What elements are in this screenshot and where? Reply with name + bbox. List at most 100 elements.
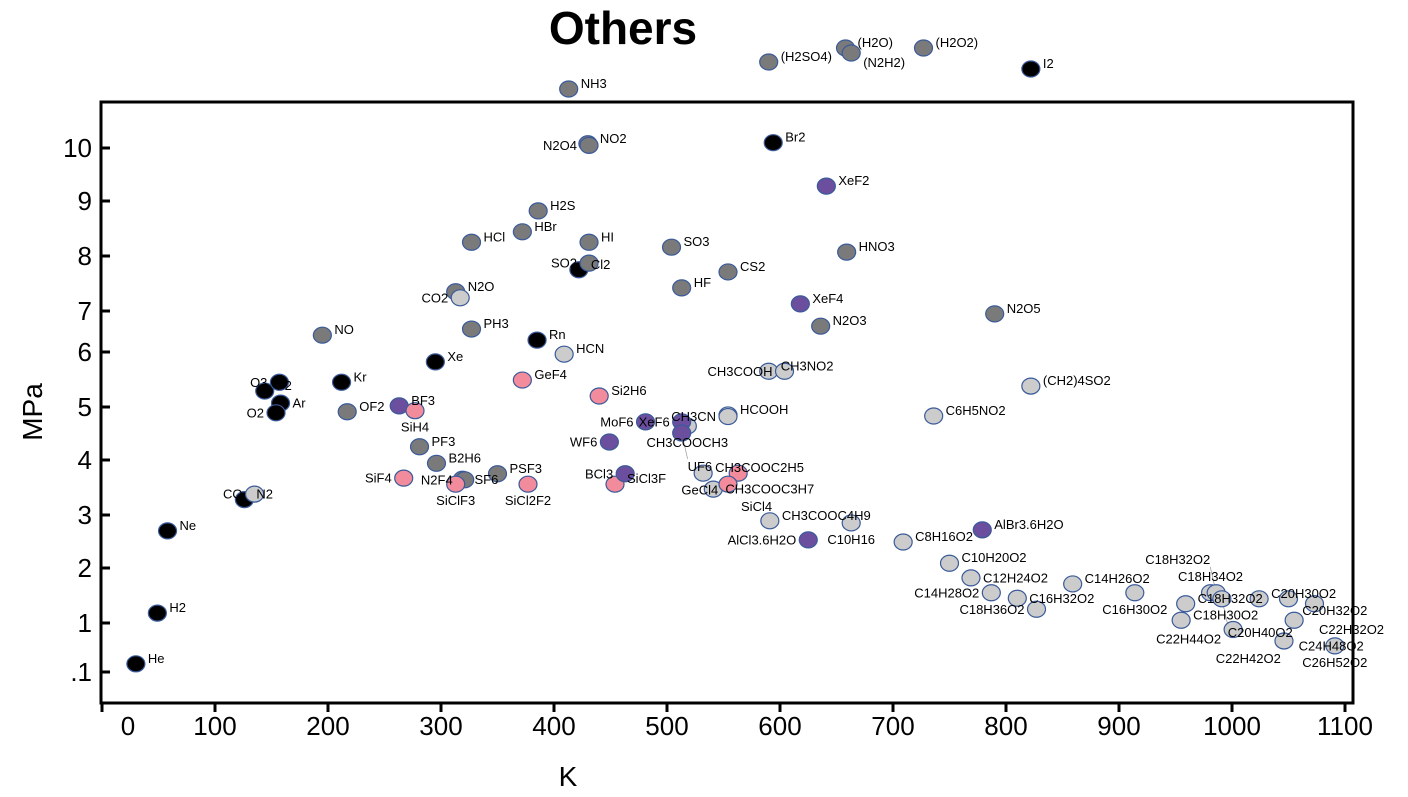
data-point — [331, 373, 352, 391]
point-label: C18H34O2 — [1178, 569, 1243, 584]
x-tick-label: 600 — [758, 711, 801, 741]
data-point — [269, 373, 290, 391]
x-tick-label: 1100 — [1317, 711, 1373, 741]
point-label: BF3 — [411, 393, 435, 408]
point-label: H2S — [550, 198, 576, 213]
data-point — [579, 136, 599, 154]
point-label: HCN — [576, 341, 604, 356]
point-label: C18H32O2 — [1198, 591, 1263, 606]
point-label: SiF4 — [365, 471, 392, 486]
data-point — [554, 345, 574, 363]
point-label: (H2O) — [858, 35, 893, 50]
point-label: GeF4 — [534, 367, 567, 382]
point-label: OF2 — [359, 399, 384, 414]
data-point — [446, 475, 466, 493]
point-label: C10H16 — [827, 532, 875, 547]
x-axis-label: K — [559, 761, 578, 792]
plot-frame — [99, 100, 1355, 705]
point-label: Cl2 — [591, 257, 611, 272]
point-label: C14H26O2 — [1085, 571, 1150, 586]
point-label: CS2 — [740, 259, 765, 274]
data-point — [527, 331, 547, 349]
point-label: Ar — [293, 396, 307, 411]
data-point — [579, 233, 599, 251]
data-point — [1325, 637, 1345, 655]
data-point — [1249, 590, 1269, 608]
y-tick-label: 2 — [78, 553, 92, 583]
data-point — [266, 404, 286, 422]
data-point — [913, 39, 934, 57]
point-label: CH3COOC2H5 — [715, 460, 804, 475]
point-label: C16H30O2 — [1102, 602, 1167, 617]
point-label: GeCl4 — [681, 482, 718, 497]
point-label: CO2 — [421, 290, 448, 305]
point-label: HCOOH — [740, 402, 788, 417]
point-label: (N2H2) — [863, 55, 905, 70]
point-label: Rn — [549, 327, 566, 342]
x-tick-label: 1000 — [1203, 711, 1261, 741]
y-tick-label: 7 — [78, 296, 92, 326]
y-tick-label: .1 — [70, 657, 92, 687]
data-point — [337, 403, 357, 421]
data-point — [426, 454, 447, 472]
point-label: C18H32O2 — [1145, 552, 1210, 567]
point-label: C6H5NO2 — [946, 403, 1006, 418]
point-label: SO2 — [551, 256, 577, 271]
data-point — [1021, 377, 1041, 395]
point-label: C24H48O2 — [1299, 638, 1364, 653]
x-tick-label: 900 — [1097, 711, 1140, 741]
point-label: N2O4 — [543, 138, 577, 153]
data-point — [718, 475, 738, 493]
point-label: C20H40O2 — [1228, 625, 1293, 640]
data-point — [487, 465, 508, 483]
y-tick-label: 3 — [78, 500, 92, 530]
point-label: N2 — [256, 487, 273, 502]
point-label: C22H42O2 — [1216, 651, 1281, 666]
point-label: HF — [694, 275, 711, 290]
data-point — [394, 469, 414, 487]
point-label: N2O3 — [833, 313, 867, 328]
data-point — [409, 438, 430, 456]
data-point — [760, 512, 780, 530]
data-point — [811, 317, 831, 335]
point-label: CH3NO2 — [781, 358, 834, 373]
point-label: C22H44O2 — [1156, 632, 1221, 647]
point-label: He — [148, 651, 165, 666]
point-label: C12H24O2 — [983, 570, 1048, 585]
data-point — [1021, 60, 1041, 78]
y-tick-label: 5 — [78, 392, 92, 422]
data-point — [1212, 590, 1232, 608]
point-label: HI — [601, 229, 614, 244]
point-label: CH3COOH — [708, 364, 773, 379]
point-label: PSF3 — [510, 461, 543, 476]
x-tick-label: 300 — [419, 711, 462, 741]
point-label: O2 — [247, 405, 264, 420]
data-point — [841, 44, 861, 62]
data-point — [1063, 575, 1083, 593]
data-point — [425, 353, 445, 371]
point-label: C16H32O2 — [1029, 591, 1094, 606]
point-label: Kr — [354, 369, 368, 384]
chart-title: Others — [549, 2, 697, 54]
y-tick-label: 8 — [78, 241, 92, 271]
data-point — [1007, 589, 1027, 607]
data-point — [147, 604, 167, 622]
data-point — [981, 584, 1001, 602]
point-label: SiCl4 — [741, 499, 772, 514]
point-label: Si2H6 — [611, 383, 646, 398]
data-point — [1274, 632, 1294, 650]
point-label: (H2SO4) — [781, 49, 832, 64]
x-tick-label: 500 — [645, 711, 688, 741]
data-point — [893, 533, 913, 551]
data-point — [798, 531, 818, 549]
data-point — [615, 465, 635, 483]
data-point — [1278, 590, 1299, 608]
data-point — [255, 382, 275, 400]
point-label: C18H36O2 — [959, 602, 1024, 617]
data-point — [961, 569, 981, 587]
data-point — [518, 475, 538, 493]
data-point — [759, 53, 779, 71]
point-label: SiClF3 — [436, 493, 475, 508]
data-point — [837, 243, 857, 261]
